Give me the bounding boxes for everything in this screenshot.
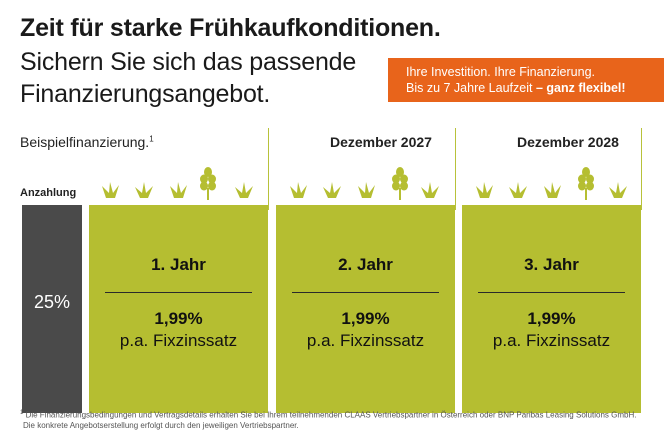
banner-line-2: Bis zu 7 Jahre Laufzeit – ganz flexibel!: [406, 80, 664, 96]
example-footnote-mark: 1: [149, 134, 154, 144]
column-header-3: Dezember 2028: [517, 134, 619, 150]
footnote-mark: 1: [20, 410, 24, 416]
footnote-text-1: Die Finanzierungsbedingungen und Vertrag…: [25, 410, 637, 420]
example-label: Beispielfinanzierung.1: [20, 134, 154, 150]
column-divider-2: [455, 128, 456, 210]
interest-rate: 1,99%: [341, 309, 390, 328]
interest-rate-label: p.a. Fixzinssatz: [119, 331, 238, 350]
footnote-line-2: Die konkrete Angebotserstellung erfolgt …: [23, 421, 299, 430]
subline-2: Finanzierungsangebot.: [20, 80, 271, 108]
interest-rate-label: p.a. Fixzinssatz: [306, 331, 425, 350]
down-payment-label: Anzahlung: [20, 187, 77, 199]
banner-line-1: Ihre Investition. Ihre Finanzierung.: [406, 65, 595, 79]
interest-rate-label: p.a. Fixzinssatz: [492, 331, 611, 350]
down-payment-value: 25%: [33, 292, 71, 312]
banner-line-2-text: Bis zu 7 Jahre Laufzeit: [406, 81, 533, 95]
column-header-2: Dezember 2027: [330, 134, 432, 150]
grass-illustration-3: [474, 160, 639, 202]
footnote-line-1: 1 Die Finanzierungsbedingungen und Vertr…: [20, 410, 636, 420]
year-card-2: 2. Jahr 1,99% p.a. Fixzinssatz: [276, 205, 455, 413]
grass-icon: [102, 167, 253, 200]
example-label-text: Beispielfinanzierung.: [20, 134, 150, 150]
column-divider-1: [268, 128, 269, 210]
card-divider: [292, 292, 439, 293]
grass-icon: [476, 167, 627, 200]
down-payment-box: [22, 205, 82, 413]
year-label: 3. Jahr: [524, 255, 579, 274]
card-divider: [105, 292, 252, 293]
subline-1: Sichern Sie sich das passende: [20, 48, 357, 76]
column-divider-3: [641, 128, 642, 210]
card-divider: [478, 292, 625, 293]
headline: Zeit für starke Frühkaufkonditionen.: [20, 14, 441, 42]
interest-rate: 1,99%: [154, 309, 203, 328]
grass-icon: [290, 167, 439, 200]
year-label: 1. Jahr: [151, 255, 206, 274]
offer-banner: Ihre Investition. Ihre Finanzierung. Bis…: [388, 58, 664, 102]
grass-illustration-1: [100, 160, 265, 202]
banner-line-2-emphasis: – ganz flexibel!: [535, 81, 626, 95]
year-card-1: 1. Jahr 1,99% p.a. Fixzinssatz: [89, 205, 268, 413]
year-card-3: 3. Jahr 1,99% p.a. Fixzinssatz: [462, 205, 641, 413]
interest-rate: 1,99%: [527, 309, 576, 328]
grass-illustration-2: [288, 160, 448, 202]
year-label: 2. Jahr: [338, 255, 393, 274]
